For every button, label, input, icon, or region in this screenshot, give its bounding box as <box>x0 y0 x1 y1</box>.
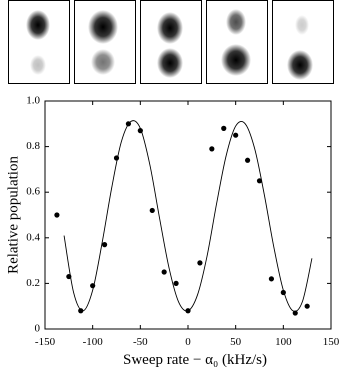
data-point <box>78 308 84 314</box>
cloud <box>157 12 183 44</box>
x-tick-label: 50 <box>230 336 242 348</box>
cloud <box>88 10 118 44</box>
y-tick-label: 1.0 <box>26 95 40 107</box>
plot-frame <box>44 100 332 330</box>
data-point <box>161 269 167 275</box>
data-point <box>209 146 215 152</box>
y-tick-label: 0.8 <box>26 140 40 152</box>
data-point <box>304 303 310 309</box>
data-point <box>54 212 60 218</box>
data-point <box>101 242 108 248</box>
data-point <box>197 260 203 266</box>
data-point <box>244 157 251 163</box>
absorption-images <box>8 0 334 84</box>
cloud <box>226 9 246 35</box>
cloud <box>287 50 313 80</box>
cloud <box>157 48 183 78</box>
y-tick-label: 0.2 <box>26 277 40 289</box>
data-point <box>256 178 263 184</box>
cloud <box>26 10 50 40</box>
data-point <box>221 125 227 131</box>
cloud <box>30 55 46 75</box>
data-point <box>173 280 179 286</box>
x-tick-label: 100 <box>275 336 292 348</box>
cloud <box>91 49 115 75</box>
y-tick-label: 0.4 <box>26 231 40 243</box>
data-point <box>268 276 275 282</box>
y-axis-label: Relative population <box>5 156 21 274</box>
x-axis-label: Sweep rate − α₀ (kHz/s) <box>123 352 267 368</box>
y-tick-label: 0.6 <box>26 186 40 198</box>
x-tick-label: 150 <box>323 336 339 348</box>
fit-curve <box>63 120 313 312</box>
cloud <box>295 15 309 35</box>
data-point <box>233 132 239 138</box>
x-tick-label: -100 <box>83 336 104 348</box>
x-tick-label: -150 <box>35 336 56 348</box>
x-tick-label: 0 <box>185 336 191 348</box>
y-tick-label: 0 <box>35 323 41 335</box>
cloud <box>221 44 251 76</box>
data-point <box>149 207 155 214</box>
x-tick-label: -50 <box>133 336 148 348</box>
data-point <box>292 310 298 316</box>
